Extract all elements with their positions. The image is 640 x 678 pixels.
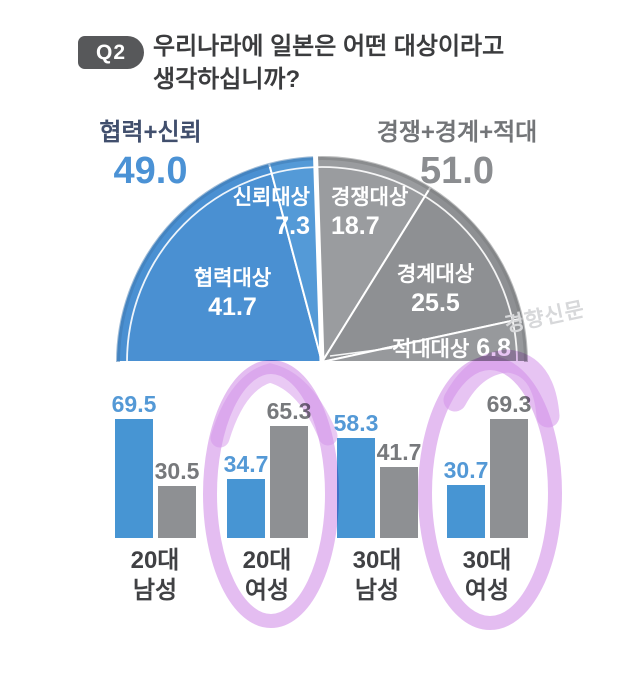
segment-label: 협력대상 (193, 267, 272, 290)
segment-label: 경쟁대상 (331, 186, 409, 209)
pie-label-trust-target: 신뢰대상 7.3 (233, 184, 310, 241)
pie-label-cooperation-target: 협력대상 41.7 (170, 265, 295, 322)
bar-competition-wariness-hostility-30대 남성 (380, 467, 418, 538)
segment-label: 경계대상 (396, 263, 475, 286)
category-line: 30대 (352, 547, 402, 574)
bar-cooperation-trust-30대 여성 (447, 485, 485, 538)
pie-inner-white-arc (126, 166, 518, 363)
hostility-target-leader-line (329, 347, 393, 357)
bar-value-label: 30.7 (443, 457, 489, 483)
category-line: 남성 (132, 577, 178, 604)
segment-value: 18.7 (331, 212, 380, 240)
pie-label-wariness-target: 경계대상 25.5 (375, 261, 496, 318)
bar-cooperation-trust-30대 남성 (337, 438, 375, 538)
bar-competition-wariness-hostility-30대 여성 (490, 419, 528, 538)
segment-value: 41.7 (208, 293, 257, 321)
segment-value: 6.8 (476, 334, 512, 362)
category-line: 20대 (242, 547, 292, 574)
category-line: 30대 (462, 547, 512, 574)
pie-group-label: 경쟁+경계+적대 (376, 119, 538, 146)
pie-group-value: 51.0 (420, 150, 494, 192)
bar-value-label: 34.7 (223, 451, 269, 477)
pie-group-competition-wariness-hostility: 경쟁+경계+적대 51.0 (348, 119, 566, 193)
question-line-2: 생각하십니까? (153, 66, 301, 93)
pie-rim-gray (315, 156, 528, 363)
bar-value-label: 69.5 (111, 391, 157, 417)
pie-group-value: 49.0 (113, 150, 188, 192)
pie-rim-blue (116, 156, 316, 363)
category-line: 여성 (244, 577, 290, 604)
bar-value-label: 58.3 (333, 410, 379, 436)
question-title: 우리나라에 일본은 어떤 대상이라고 생각하십니까? (153, 30, 504, 96)
pie-label-competition-target: 경쟁대상 18.7 (331, 184, 408, 241)
bar-value-label: 69.3 (486, 391, 532, 417)
bar-value-label: 65.3 (266, 398, 312, 424)
bar-competition-wariness-hostility-20대 여성 (270, 426, 308, 538)
pie-halves-divider (313, 155, 325, 363)
pie-group-label: 협력+신뢰 (99, 119, 202, 146)
segment-value: 7.3 (275, 212, 310, 240)
category-line: 남성 (354, 577, 400, 604)
bar-value-label: 30.5 (154, 458, 200, 484)
question-number-badge: Q2 (78, 36, 144, 69)
bar-cooperation-trust-20대 여성 (227, 479, 265, 538)
pie-group-cooperation-trust: 협력+신뢰 49.0 (58, 119, 243, 193)
question-line-1: 우리나라에 일본은 어떤 대상이라고 (153, 33, 505, 60)
pie-label-hostility-target: 적대대상 6.8 (392, 333, 511, 363)
segment-value: 25.5 (411, 289, 460, 317)
bar-value-label: 41.7 (376, 439, 422, 465)
bar-competition-wariness-hostility-20대 남성 (158, 486, 196, 538)
bar-cooperation-trust-20대 남성 (115, 419, 153, 538)
segment-label: 신뢰대상 (232, 186, 310, 209)
category-line: 여성 (464, 577, 510, 604)
category-line: 20대 (130, 547, 180, 574)
segment-label: 적대대상 (392, 338, 470, 361)
